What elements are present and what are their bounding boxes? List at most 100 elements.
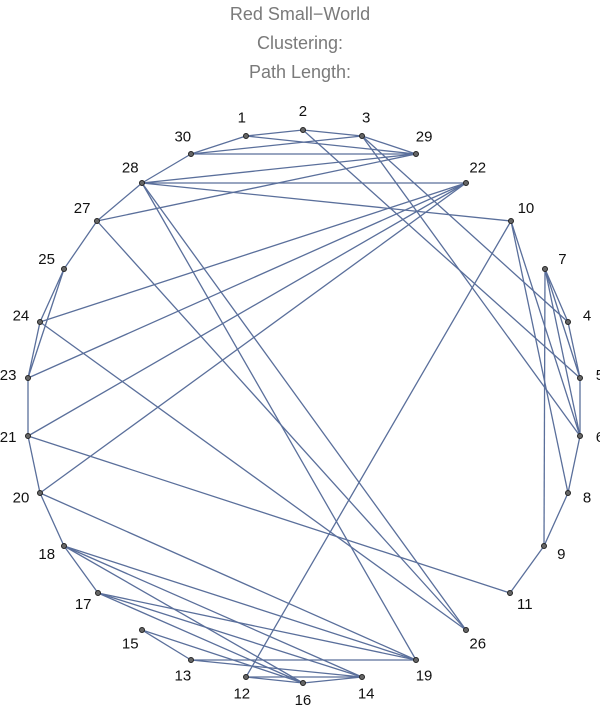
edge bbox=[97, 592, 417, 661]
node bbox=[37, 319, 43, 325]
edge bbox=[190, 135, 247, 155]
edge bbox=[544, 268, 581, 437]
edge bbox=[509, 545, 545, 594]
edge bbox=[361, 135, 581, 437]
node bbox=[243, 133, 249, 139]
node-label: 20 bbox=[13, 490, 30, 507]
node-label: 3 bbox=[362, 109, 370, 126]
node bbox=[413, 657, 419, 663]
node bbox=[565, 490, 571, 496]
edge bbox=[543, 268, 546, 547]
edge bbox=[39, 321, 467, 631]
edge bbox=[39, 492, 65, 547]
node-label: 21 bbox=[0, 429, 16, 446]
node bbox=[359, 674, 365, 680]
node bbox=[61, 266, 67, 272]
edge bbox=[567, 435, 581, 494]
node bbox=[542, 266, 548, 272]
edge bbox=[544, 268, 581, 379]
node-label: 19 bbox=[416, 667, 433, 684]
edge bbox=[63, 545, 99, 594]
node-label: 16 bbox=[295, 692, 312, 709]
node bbox=[243, 674, 249, 680]
edge bbox=[96, 153, 417, 222]
edge bbox=[63, 220, 98, 270]
edge bbox=[302, 676, 363, 684]
node bbox=[577, 433, 583, 439]
node-label: 13 bbox=[175, 667, 192, 684]
node-label: 7 bbox=[558, 251, 566, 268]
edge bbox=[63, 545, 304, 684]
edge bbox=[141, 182, 467, 631]
edge bbox=[141, 153, 192, 184]
node-label: 15 bbox=[122, 636, 139, 653]
node-label: 30 bbox=[174, 129, 191, 146]
node bbox=[139, 180, 145, 186]
edge bbox=[567, 321, 581, 379]
node-label: 12 bbox=[233, 686, 250, 703]
edge bbox=[302, 129, 363, 137]
node bbox=[188, 657, 194, 663]
node-label: 1 bbox=[238, 109, 246, 126]
edge bbox=[544, 268, 569, 323]
edge bbox=[27, 435, 41, 494]
edge bbox=[39, 268, 65, 323]
edge bbox=[190, 659, 363, 678]
edge bbox=[27, 268, 65, 379]
node-label: 17 bbox=[75, 596, 92, 613]
edge bbox=[245, 129, 304, 137]
node bbox=[463, 180, 469, 186]
edge bbox=[510, 220, 569, 494]
edge bbox=[245, 220, 512, 678]
node-label: 2 bbox=[299, 103, 307, 120]
edge bbox=[97, 592, 363, 678]
node-label: 24 bbox=[13, 308, 30, 325]
nodes: 1 2 34567891011121314151617181920212223242… bbox=[0, 103, 600, 709]
node-label: 6 bbox=[596, 429, 600, 446]
node-label: 4 bbox=[583, 308, 591, 325]
edge bbox=[63, 545, 363, 678]
node-label: 25 bbox=[38, 251, 55, 268]
node bbox=[37, 490, 43, 496]
edge bbox=[39, 182, 467, 323]
edge bbox=[27, 182, 467, 437]
node bbox=[300, 127, 306, 133]
edge bbox=[141, 629, 304, 684]
edge bbox=[361, 135, 417, 155]
edge bbox=[96, 220, 467, 631]
edge bbox=[245, 135, 417, 155]
edge bbox=[141, 629, 192, 661]
node bbox=[508, 218, 514, 224]
node-label: 27 bbox=[74, 200, 91, 217]
node bbox=[413, 151, 419, 157]
edge bbox=[543, 492, 569, 547]
node bbox=[139, 627, 145, 633]
title-line: Path Length: bbox=[249, 62, 351, 82]
node bbox=[541, 543, 547, 549]
node-label: 26 bbox=[469, 636, 486, 653]
edge bbox=[245, 676, 304, 684]
edge bbox=[27, 321, 41, 379]
edge bbox=[96, 182, 143, 222]
node bbox=[188, 151, 194, 157]
node bbox=[565, 319, 571, 325]
node bbox=[359, 133, 365, 139]
edge bbox=[361, 135, 569, 323]
node-label: 22 bbox=[469, 159, 486, 176]
node-label: 29 bbox=[416, 129, 433, 146]
node-label: 8 bbox=[583, 490, 591, 507]
edge bbox=[63, 545, 417, 661]
node-label: 23 bbox=[0, 367, 16, 384]
node-label: 9 bbox=[557, 546, 565, 563]
edge bbox=[27, 182, 467, 379]
edge bbox=[510, 220, 581, 437]
node-label: 28 bbox=[122, 159, 139, 176]
edge bbox=[39, 182, 467, 494]
node-label: 10 bbox=[518, 200, 535, 217]
edge bbox=[302, 129, 581, 379]
edge bbox=[141, 182, 512, 222]
node bbox=[507, 590, 513, 596]
node-label: 14 bbox=[358, 686, 375, 703]
node bbox=[95, 590, 101, 596]
edge bbox=[141, 153, 417, 184]
